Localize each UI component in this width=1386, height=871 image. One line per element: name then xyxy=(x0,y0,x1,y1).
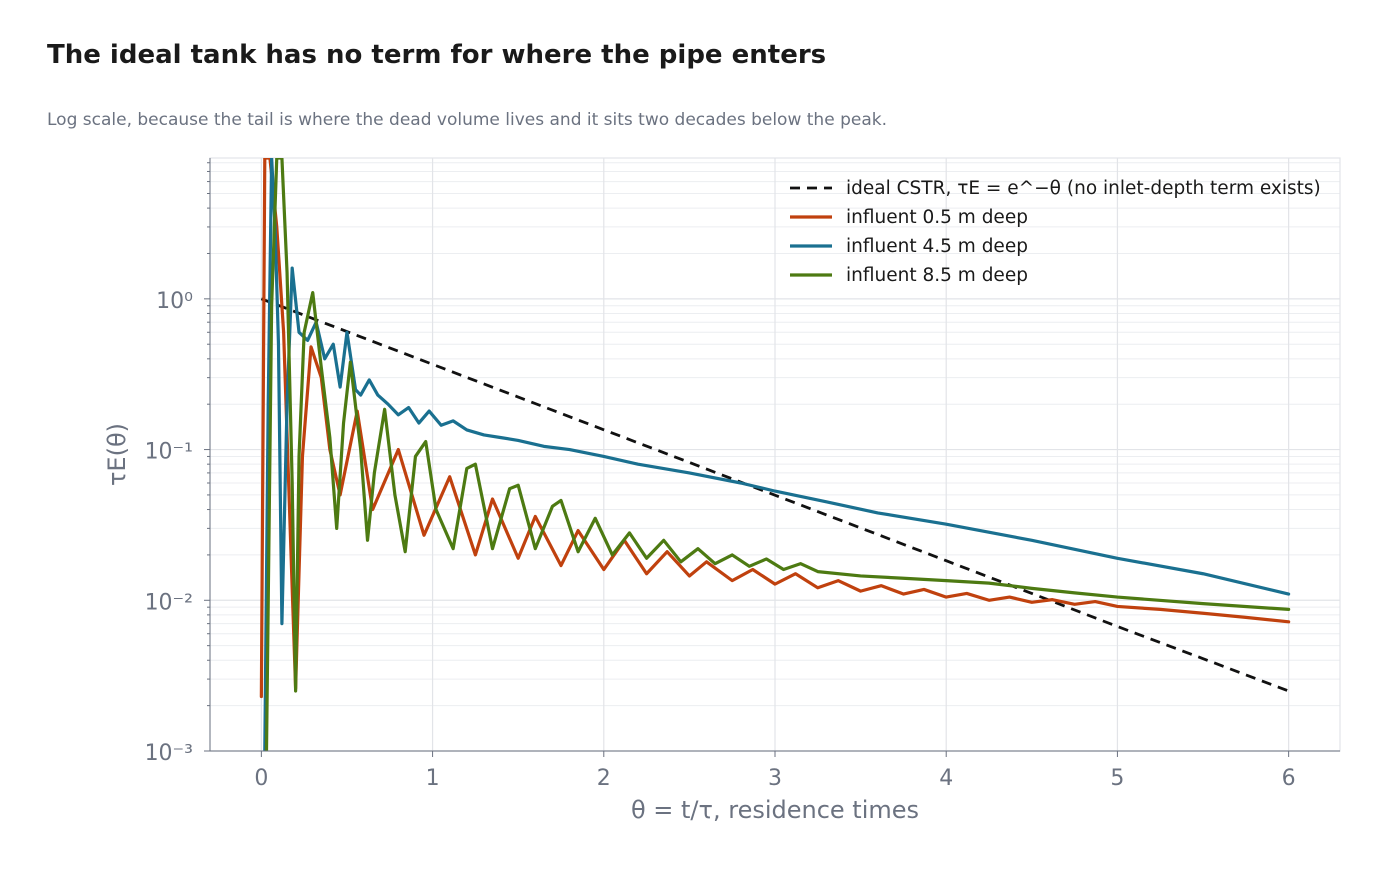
legend-label-0: ideal CSTR, τE = e^−θ (no inlet-depth te… xyxy=(846,178,1321,199)
x-tick-label: 2 xyxy=(597,766,611,791)
x-tick-label: 5 xyxy=(1110,766,1124,791)
y-tick-label: 10⁻¹ xyxy=(145,440,193,465)
legend-label-2: influent 4.5 m deep xyxy=(846,236,1028,257)
axes: 0 1 2 3 4 5 6 10⁰ 10⁻¹ 10⁻² 10⁻³ θ = t/τ, residence… xyxy=(103,158,1340,824)
x-axis-label: θ = t/τ, residence times xyxy=(631,796,919,824)
data-series xyxy=(259,158,1291,751)
legend: ideal CSTR, τE = e^−θ (no inlet-depth te… xyxy=(790,178,1321,286)
x-tick-label: 0 xyxy=(254,766,268,791)
chart-title: The ideal tank has no term for where the… xyxy=(47,40,827,70)
y-tick-label: 10⁻² xyxy=(145,590,193,615)
y-tick-label: 10⁰ xyxy=(156,289,193,314)
chart-subtitle: Log scale, because the tail is where the… xyxy=(47,110,887,130)
series-line-1 xyxy=(259,158,1291,699)
x-tick-label: 6 xyxy=(1282,766,1296,791)
x-tick-label: 1 xyxy=(426,766,440,791)
legend-label-1: influent 0.5 m deep xyxy=(846,207,1028,228)
series-line-0 xyxy=(260,297,1290,693)
y-axis-label: τE(θ) xyxy=(103,423,131,486)
y-tick-label: 10⁻³ xyxy=(145,741,193,766)
x-tick-label: 4 xyxy=(939,766,953,791)
legend-label-3: influent 8.5 m deep xyxy=(846,265,1028,286)
x-tick-label: 3 xyxy=(768,766,782,791)
grid-lines xyxy=(210,158,1340,752)
series-line-3 xyxy=(264,158,1291,751)
series-line-2 xyxy=(263,158,1291,751)
